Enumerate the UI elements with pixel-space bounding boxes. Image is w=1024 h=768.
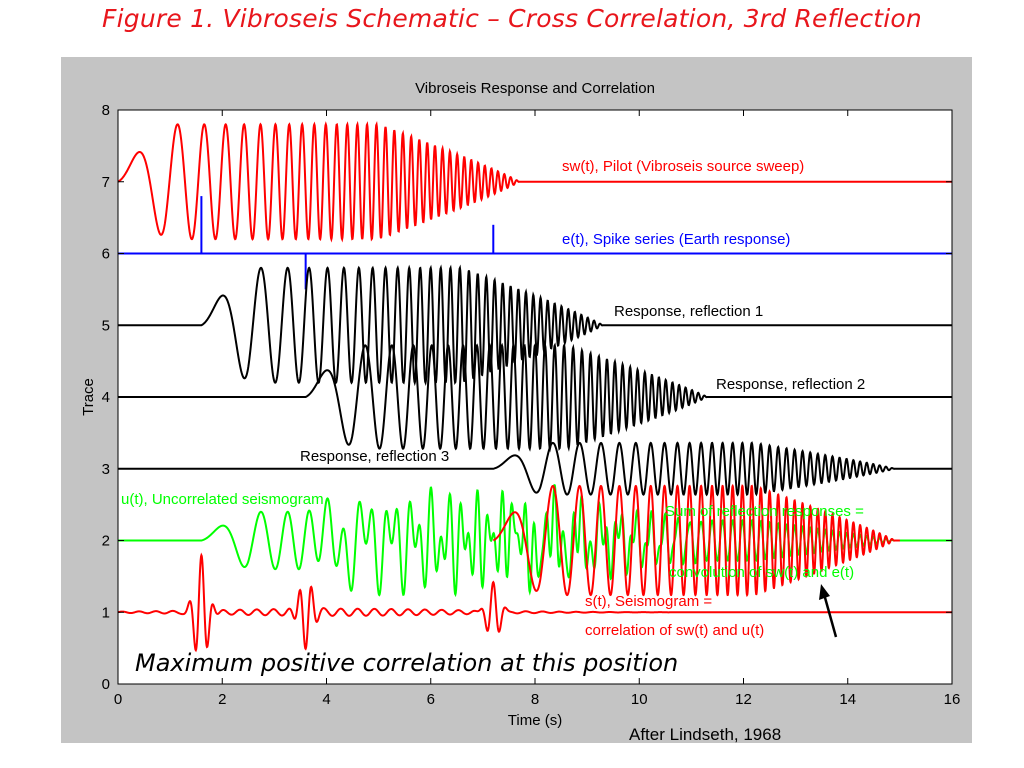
x-tick-label: 16 <box>944 691 961 708</box>
label-seismogram-2: correlation of sw(t) and u(t) <box>585 622 764 639</box>
label-reflection-1: Response, reflection 1 <box>614 303 763 320</box>
x-axis-label: Time (s) <box>508 712 562 729</box>
label-uncorrelated: u(t), Uncorrelated seismogram <box>121 491 324 508</box>
label-sum-2: convolution of sw(t) and e(t) <box>669 564 854 581</box>
y-tick-label: 3 <box>102 461 110 478</box>
slide-title: Figure 1. Vibroseis Schematic – Cross Co… <box>102 4 922 33</box>
x-tick-label: 6 <box>427 691 435 708</box>
y-tick-label: 0 <box>102 676 110 693</box>
x-tick-label: 2 <box>218 691 226 708</box>
x-tick-label: 14 <box>839 691 856 708</box>
y-tick-label: 1 <box>102 604 110 621</box>
traces-group <box>117 120 952 653</box>
chart-title: Vibroseis Response and Correlation <box>415 80 655 97</box>
x-tick-label: 12 <box>735 691 752 708</box>
trace-reflection-3 <box>118 441 952 497</box>
figure-panel: 0 2 4 6 8 10 12 14 16 0 1 2 3 4 5 6 7 8 Vibroseis Respons… <box>61 57 972 743</box>
y-tick-label: 5 <box>102 317 110 334</box>
label-seismogram-1: s(t), Seismogram = <box>585 593 712 610</box>
label-reflection-3: Response, reflection 3 <box>300 448 449 465</box>
y-tick-label: 2 <box>102 533 110 550</box>
label-sum-1: Sum of reflection responses = <box>665 503 864 520</box>
y-tick-label: 4 <box>102 389 110 406</box>
x-tick-label: 10 <box>631 691 648 708</box>
x-tick-label: 4 <box>322 691 330 708</box>
label-sweep: sw(t), Pilot (Vibroseis source sweep) <box>562 158 804 175</box>
annotation-arrow-head <box>819 584 830 600</box>
label-reflection-2: Response, reflection 2 <box>716 376 865 393</box>
y-tick-label: 8 <box>102 102 110 119</box>
trace-reflection-1 <box>118 264 952 387</box>
trace-pilot-sweep <box>117 120 952 243</box>
annotation-arrow-shaft <box>822 593 838 638</box>
label-spike: e(t), Spike series (Earth response) <box>562 231 790 248</box>
max-correlation-note: Maximum positive correlation at this pos… <box>135 649 678 677</box>
y-tick-label: 6 <box>102 246 110 263</box>
trace-convolution-sum <box>492 483 900 598</box>
y-axis-label: Trace <box>80 378 97 416</box>
x-tick-label: 8 <box>531 691 539 708</box>
trace-reflection-2 <box>118 342 952 453</box>
trace-correlated-seismogram <box>117 552 952 653</box>
x-tick-label: 0 <box>114 691 122 708</box>
credit-text: After Lindseth, 1968 <box>629 725 781 743</box>
y-tick-label: 7 <box>102 174 110 191</box>
